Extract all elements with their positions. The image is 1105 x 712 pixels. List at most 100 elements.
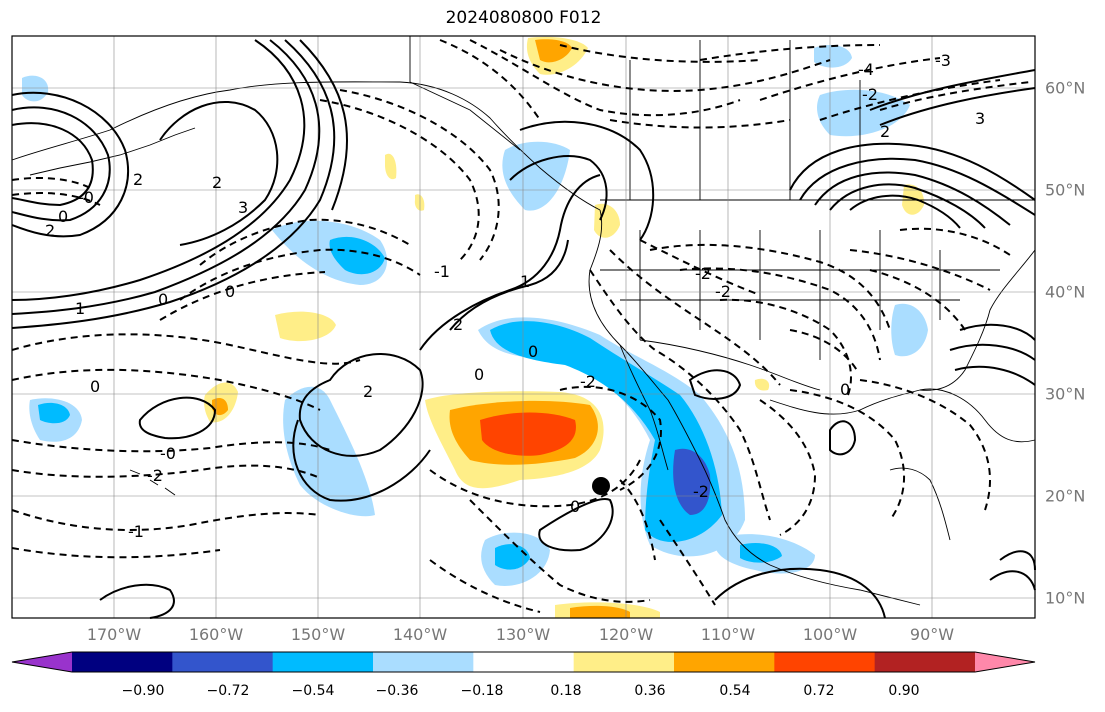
shade-yellow-small1	[385, 153, 397, 180]
contour-mexico-1	[714, 567, 886, 619]
gridlines	[12, 36, 1035, 618]
dash-pac-2	[11, 368, 321, 411]
colorbar-tick: −0.18	[460, 683, 504, 699]
contour-ne-low	[949, 323, 1036, 386]
contour-label: -2	[862, 85, 878, 104]
coast-east	[919, 249, 1036, 391]
colorbar-segment	[674, 652, 775, 672]
coast-baja	[619, 344, 669, 471]
contour-low-0	[538, 498, 614, 552]
contour-label: 0	[840, 380, 850, 399]
colorbar-segment	[874, 652, 976, 672]
shade-blue-tropic	[495, 544, 530, 570]
contour-label: -1	[128, 522, 144, 541]
colorbar-tick: 0.90	[888, 683, 920, 699]
contour-west-big	[11, 39, 306, 301]
dash-pac-6	[11, 547, 221, 559]
contour-east-high-3	[814, 171, 1011, 226]
lon-label: 120°W	[598, 625, 654, 644]
colorbar-outline	[11, 651, 1036, 673]
contour-central-1b	[449, 239, 569, 331]
lat-label: 10°N	[1045, 588, 1086, 608]
dash-conus-2	[679, 267, 881, 361]
contour-pac-0	[138, 396, 217, 440]
lon-label: 170°W	[86, 625, 142, 644]
contour-east-top	[869, 69, 1036, 111]
border-states-1	[639, 230, 941, 360]
lat-label: 20°N	[1045, 486, 1086, 506]
contour-label: -0	[160, 444, 176, 463]
contour-label: 0	[570, 497, 580, 516]
contour-label: -4	[858, 60, 874, 79]
dash-north-2	[339, 89, 500, 261]
dash-pac-4	[11, 464, 321, 479]
contour-label: 1	[520, 272, 530, 291]
dash-gulf-1	[759, 399, 817, 536]
contour-label: -1	[434, 262, 450, 281]
colorbar-tick: −0.36	[375, 683, 419, 699]
contour-label: -2	[580, 372, 596, 391]
lon-label: 160°W	[188, 625, 244, 644]
contour-label: -2	[695, 264, 711, 283]
contour-label: 3	[975, 109, 985, 128]
coastlines-and-borders	[11, 36, 1036, 606]
colorbar-segment	[573, 652, 675, 672]
shade-blue-far-west	[38, 402, 70, 424]
shade-light-blue-sm1	[814, 45, 852, 68]
contour-label: -2	[715, 282, 731, 301]
colorbar	[11, 651, 1036, 673]
shade-light-blue-north	[502, 141, 570, 211]
border-canada-prov	[629, 40, 861, 200]
dash-east-top-3	[879, 81, 1031, 111]
contour-label: -3	[935, 51, 951, 70]
contour-west-big-4	[299, 39, 349, 211]
dash-south-1	[429, 559, 541, 613]
colorbar-segment	[172, 652, 274, 672]
lon-label: 140°W	[392, 625, 448, 644]
dash-pac-ridge-2	[179, 248, 421, 301]
colorbar-tick: 0.18	[550, 683, 582, 699]
dash-east-1	[849, 249, 991, 291]
shade-yellow-nw-pac	[275, 311, 336, 342]
lat-label: 30°N	[1045, 384, 1086, 404]
contour-label: 2	[212, 173, 222, 192]
dash-pac-5	[11, 509, 321, 531]
coast-gulf	[769, 388, 1036, 443]
dash-coast-3	[639, 239, 761, 296]
contour-label: 0	[474, 365, 484, 384]
dash-north-6	[559, 44, 761, 63]
contour-label: 2	[880, 122, 890, 141]
border-us-mexico	[639, 339, 821, 391]
coast-alaska	[11, 81, 601, 211]
contour-central-1	[419, 174, 601, 351]
colorbar-segment	[473, 652, 575, 672]
shade-royal-blue-core	[673, 448, 711, 515]
dash-coast-2	[609, 249, 781, 386]
lon-label: 110°W	[700, 625, 756, 644]
contour-labels: 2 0 -0 3 2 1 0 0 -1 2 2 1 0 -0 -2 -1 2 0…	[45, 51, 985, 541]
lon-label: 90°W	[909, 625, 955, 644]
lat-label: 60°N	[1045, 78, 1086, 98]
contour-gulf-0	[829, 420, 857, 456]
dash-pac-ridge-3	[159, 271, 326, 321]
colorbar-extend-high	[975, 652, 1035, 672]
contour-label: 3	[238, 198, 248, 217]
contour-west-big-2	[11, 39, 321, 315]
contour-label: 1	[75, 299, 85, 318]
contour-label: -2	[147, 466, 163, 485]
dash-conus-4	[789, 329, 859, 373]
dash-sub-1	[559, 385, 662, 491]
dash-north-7	[609, 119, 791, 129]
lon-label: 150°W	[290, 625, 346, 644]
dash-north-3	[439, 39, 541, 121]
colorbar-tick: −0.54	[291, 683, 335, 699]
colorbar-extend-low	[12, 652, 72, 672]
lat-label: 50°N	[1045, 180, 1086, 200]
contour-east-high-2	[799, 157, 1036, 216]
shade-yellow-small2	[414, 194, 425, 211]
dash-conus-1	[649, 243, 891, 331]
contour-west-ridge-3	[11, 122, 94, 207]
colorbar-tick: −0.90	[121, 683, 165, 699]
dash-pac-1	[11, 333, 361, 365]
dash-south-2	[659, 519, 716, 606]
